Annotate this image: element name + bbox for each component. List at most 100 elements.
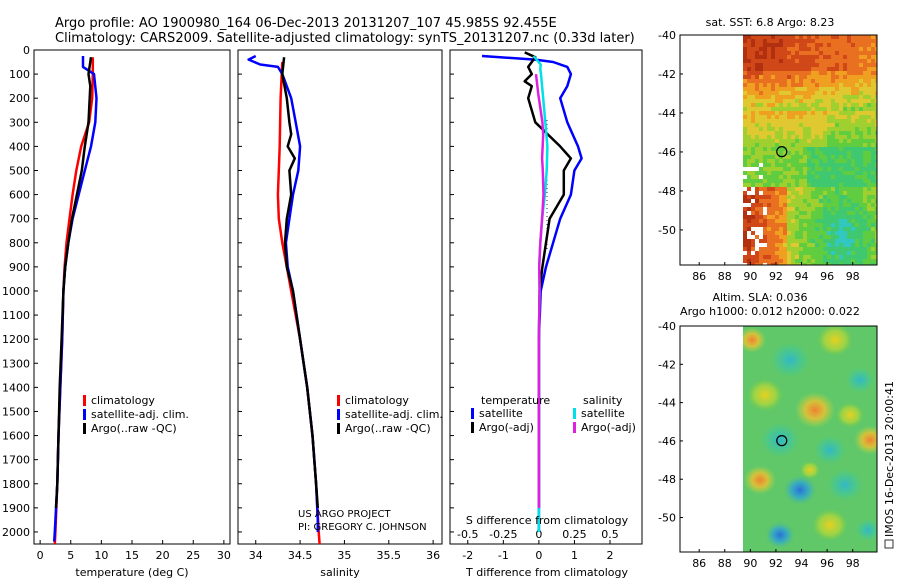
sst-cell — [871, 187, 875, 191]
sst-cell — [807, 223, 811, 227]
sst-cell — [867, 99, 871, 103]
sst-cell — [743, 47, 747, 51]
sst-cell — [747, 147, 751, 151]
sst-cell — [795, 135, 799, 139]
sst-cell — [743, 195, 747, 199]
sst-cell — [855, 211, 859, 215]
sst-cell — [811, 75, 815, 79]
sst-cell — [835, 223, 839, 227]
sst-cell — [855, 191, 859, 195]
sst-cell — [839, 87, 843, 91]
sst-cell — [839, 99, 843, 103]
sst-cell — [843, 191, 847, 195]
sst-cell — [787, 207, 791, 211]
sst-cell — [767, 99, 771, 103]
sst-cell — [799, 155, 803, 159]
sst-cell — [867, 215, 871, 219]
sst-cell — [863, 123, 867, 127]
sst-cell — [795, 127, 799, 131]
sst-cell — [819, 175, 823, 179]
sst-cell — [779, 187, 783, 191]
sst-cell — [847, 227, 851, 231]
sst-cell — [855, 131, 859, 135]
sst-cell — [811, 187, 815, 191]
sst-cell — [827, 203, 831, 207]
sst-cell — [795, 139, 799, 143]
sst-cell — [863, 247, 867, 251]
sst-cell — [747, 51, 751, 55]
sst-cell — [747, 103, 751, 107]
sst-cell — [823, 231, 827, 235]
sst-cell — [759, 111, 763, 115]
sst-cell — [831, 35, 835, 39]
sst-cell — [799, 71, 803, 75]
sst-cell — [799, 59, 803, 63]
sst-cell — [843, 47, 847, 51]
sst-cell — [747, 71, 751, 75]
sst-cell — [815, 79, 819, 83]
series-line-4 — [534, 73, 545, 508]
sst-cell — [763, 139, 767, 143]
sst-cell — [811, 171, 815, 175]
sst-cell — [811, 123, 815, 127]
sst-cell — [815, 175, 819, 179]
sst-cell — [807, 175, 811, 179]
sst-cell — [847, 119, 851, 123]
sst-cell — [763, 43, 767, 47]
sst-cell — [843, 51, 847, 55]
sst-cell — [759, 107, 763, 111]
y-tick-label: 0 — [23, 44, 30, 57]
sst-cell — [791, 111, 795, 115]
sst-cell — [875, 235, 877, 239]
sst-cell — [811, 135, 815, 139]
sst-cell — [807, 115, 811, 119]
sst-cell — [755, 203, 759, 207]
sst-cell — [823, 167, 827, 171]
sst-cell — [795, 191, 799, 195]
sst-cell — [863, 75, 867, 79]
sst-cell — [747, 183, 751, 187]
sst-cell — [751, 179, 755, 183]
sst-cell — [759, 171, 763, 175]
sst-cell — [775, 135, 779, 139]
sst-cell — [755, 171, 759, 175]
sst-cell — [815, 195, 819, 199]
x-tick-label: 35 — [337, 549, 351, 562]
sst-cell — [807, 143, 811, 147]
sst-cell — [779, 99, 783, 103]
sst-cell — [743, 119, 747, 123]
sst-cell — [771, 175, 775, 179]
sst-cell — [779, 123, 783, 127]
sst-cell — [819, 119, 823, 123]
sst-cell — [783, 63, 787, 67]
sst-cell — [871, 83, 875, 87]
sst-cell — [795, 215, 799, 219]
sst-cell — [815, 171, 819, 175]
sst-cell — [775, 171, 779, 175]
sst-cell — [827, 175, 831, 179]
sst-cell — [839, 147, 843, 151]
sst-cell — [835, 251, 839, 255]
sst-cell — [827, 191, 831, 195]
sla-feature — [854, 517, 877, 543]
sst-cell — [835, 119, 839, 123]
sst-cell — [871, 115, 875, 119]
sst-cell — [743, 211, 747, 215]
sst-cell — [783, 211, 787, 215]
sst-cell — [803, 239, 807, 243]
sst-cell — [831, 199, 835, 203]
sst-cell — [867, 179, 871, 183]
sst-cell — [779, 211, 783, 215]
sst-cell — [855, 35, 859, 39]
sst-cell — [875, 79, 877, 83]
sst-cell — [771, 219, 775, 223]
legend-label: climatology — [345, 394, 409, 407]
sst-cell — [755, 63, 759, 67]
sst-cell — [795, 131, 799, 135]
sst-cell — [859, 175, 863, 179]
sst-cell — [775, 219, 779, 223]
sst-cell — [855, 147, 859, 151]
sst-cell — [839, 95, 843, 99]
sst-cell — [827, 83, 831, 87]
sst-cell — [847, 43, 851, 47]
